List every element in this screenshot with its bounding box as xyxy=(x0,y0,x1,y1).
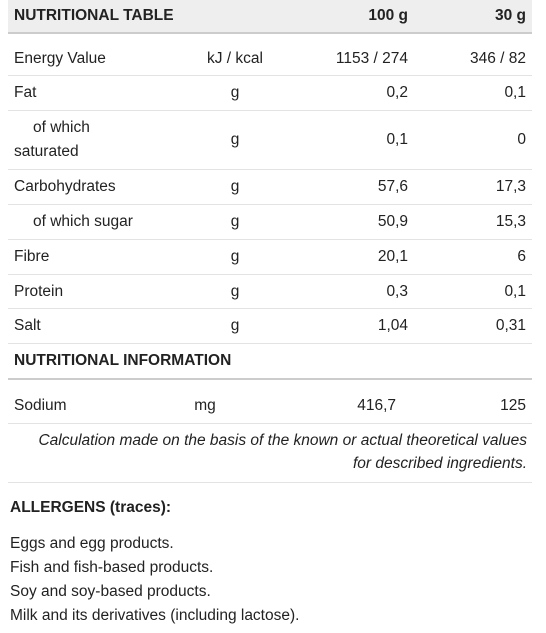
table-row: Energy Value kJ / kcal 1153 / 274 346 / 82 xyxy=(8,42,532,76)
value-100g: 57,6 xyxy=(377,178,408,195)
label: Carbohydrates xyxy=(14,178,116,195)
value-30g: 6 xyxy=(517,248,526,265)
unit: g xyxy=(230,178,240,195)
unit: g xyxy=(230,84,240,101)
table-row: Salt g 1,04 0,31 xyxy=(8,309,532,344)
header-row: NUTRITIONAL TABLE 100 g 30 g xyxy=(8,0,532,34)
value-100g: 20,1 xyxy=(377,248,408,265)
value-100g: 416,7 xyxy=(357,396,396,414)
value-30g: 17,3 xyxy=(495,178,526,195)
label: Fat xyxy=(14,84,37,101)
unit: kJ / kcal xyxy=(207,49,263,67)
unit: g xyxy=(230,282,240,300)
table-row: Carbohydrates g 57,6 17,3 xyxy=(8,170,532,205)
header-title: NUTRITIONAL TABLE xyxy=(14,7,174,24)
label: Fibre xyxy=(14,248,50,265)
value-30g: 125 xyxy=(500,396,526,414)
label: Sodium xyxy=(14,396,67,414)
unit: g xyxy=(230,317,240,334)
table-row: of which saturated g 0,1 0 xyxy=(8,111,532,170)
note: Calculation made on the basis of the kno… xyxy=(38,432,527,472)
value-30g: 15,3 xyxy=(495,213,526,230)
allergen-item: Milk and its derivatives (including lact… xyxy=(10,607,300,624)
allergens-title: ALLERGENS (traces): xyxy=(10,499,172,516)
unit: mg xyxy=(194,396,216,414)
label: of which sugar xyxy=(33,213,133,230)
unit: g xyxy=(230,248,240,265)
value-30g: 0,31 xyxy=(495,317,526,334)
value-100g: 0,3 xyxy=(386,282,408,300)
value-100g: 1,04 xyxy=(377,317,408,334)
sodium-row: Sodium mg 416,7 125 xyxy=(8,388,532,424)
unit: g xyxy=(230,213,240,230)
value-30g: 0,1 xyxy=(504,282,526,300)
value-30g: 0,1 xyxy=(504,84,526,101)
value-100g: 1153 / 274 xyxy=(335,49,408,67)
section-row: NUTRITIONAL INFORMATION xyxy=(8,344,532,380)
header-100g: 100 g xyxy=(368,7,408,24)
table-row: Fat g 0,2 0,1 xyxy=(8,76,532,111)
allergen-item: Fish and fish-based products. xyxy=(10,559,214,576)
value-30g: 346 / 82 xyxy=(469,49,526,67)
value-100g: 50,9 xyxy=(377,213,408,230)
header-30g: 30 g xyxy=(494,7,526,24)
label: Energy Value xyxy=(14,49,106,67)
value-30g: 0 xyxy=(517,131,526,148)
label: of which saturated xyxy=(14,119,90,160)
unit: g xyxy=(230,131,240,148)
value-100g: 0,1 xyxy=(386,131,408,148)
allergens: ALLERGENS (traces): Eggs and egg product… xyxy=(10,496,540,628)
label: Salt xyxy=(14,317,41,334)
label: Protein xyxy=(14,282,64,300)
table-row: Fibre g 20,1 6 xyxy=(8,240,532,275)
table-row: Protein g 0,3 0,1 xyxy=(8,275,532,309)
nutrition-table: NUTRITIONAL TABLE 100 g 30 g Energy Value kJ… xyxy=(8,0,532,483)
note-divider xyxy=(8,482,532,483)
allergen-item: Soy and soy-based products. xyxy=(10,583,211,600)
table-row: of which sugar g 50,9 15,3 xyxy=(8,205,532,240)
value-100g: 0,2 xyxy=(386,84,408,101)
allergen-item: Eggs and egg products. xyxy=(10,535,174,552)
section-title: NUTRITIONAL INFORMATION xyxy=(14,352,232,369)
